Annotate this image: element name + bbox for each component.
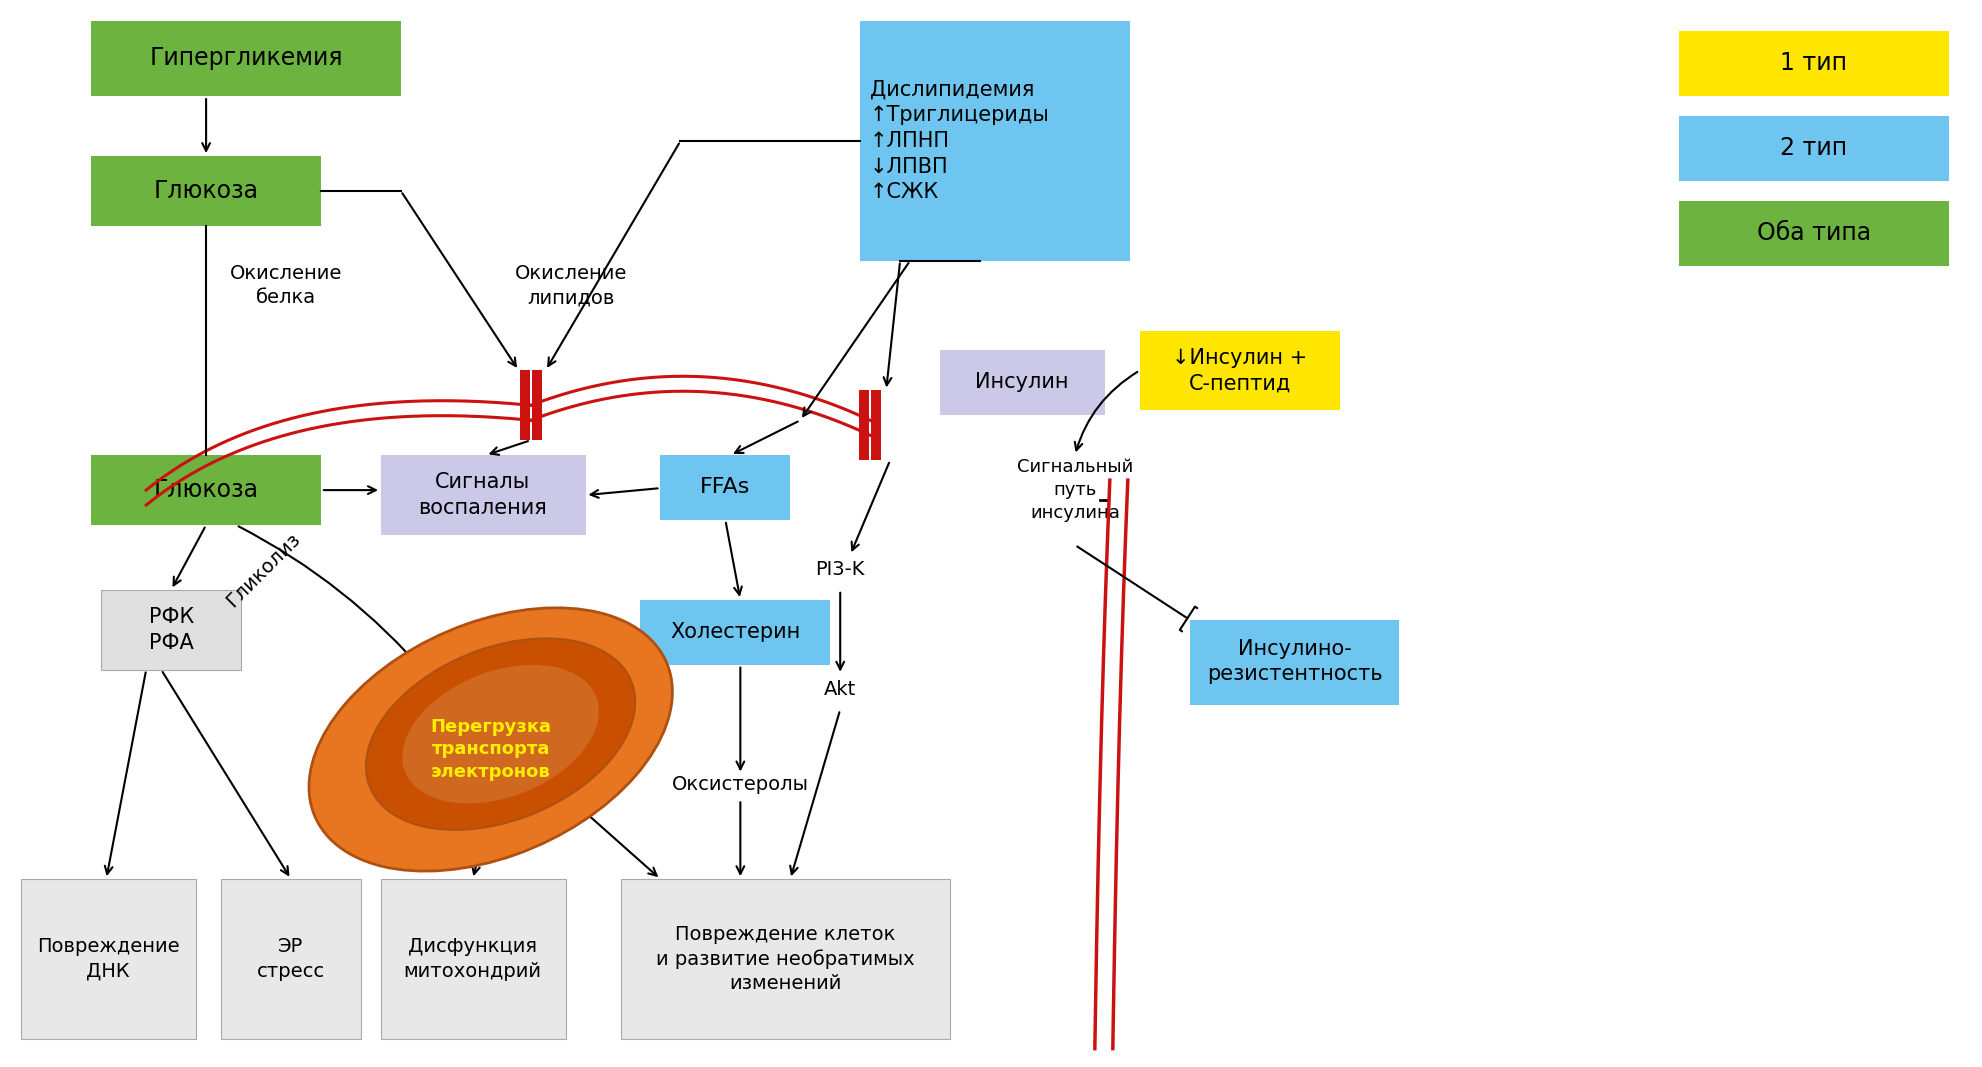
Text: 2 тип: 2 тип — [1780, 136, 1847, 160]
FancyBboxPatch shape — [620, 879, 949, 1038]
Text: Холестерин: Холестерин — [670, 622, 801, 641]
FancyBboxPatch shape — [660, 456, 791, 520]
Text: Сигналы
воспаления: Сигналы воспаления — [418, 473, 547, 517]
Text: ЭР
стресс: ЭР стресс — [258, 937, 325, 981]
Text: Akt: Akt — [825, 680, 856, 699]
Text: Инсулин: Инсулин — [975, 372, 1068, 393]
Text: Перегрузка
транспорта
электронов: Перегрузка транспорта электронов — [430, 717, 551, 781]
FancyBboxPatch shape — [1679, 116, 1948, 181]
FancyBboxPatch shape — [101, 590, 242, 670]
FancyBboxPatch shape — [91, 456, 321, 525]
FancyBboxPatch shape — [640, 600, 830, 665]
Text: FFAs: FFAs — [700, 477, 751, 497]
FancyBboxPatch shape — [860, 21, 1130, 260]
Text: РФК
РФА: РФК РФА — [149, 607, 194, 653]
FancyBboxPatch shape — [91, 21, 400, 96]
Text: Дисфункция
митохондрий: Дисфункция митохондрий — [404, 937, 541, 981]
Text: Сигнальный
путь
инсулина: Сигнальный путь инсулина — [1017, 458, 1134, 522]
FancyBboxPatch shape — [1189, 620, 1399, 704]
FancyBboxPatch shape — [22, 879, 196, 1038]
FancyBboxPatch shape — [91, 156, 321, 226]
Text: Гликолиз: Гликолиз — [222, 529, 303, 610]
FancyBboxPatch shape — [222, 879, 361, 1038]
Ellipse shape — [309, 608, 672, 871]
FancyBboxPatch shape — [1140, 331, 1340, 411]
Text: Окисление
белка: Окисление белка — [230, 264, 343, 307]
Text: Окисление
липидов: Окисление липидов — [515, 264, 626, 307]
FancyBboxPatch shape — [872, 391, 882, 460]
Text: Повреждение клеток
и развитие необратимых
изменений: Повреждение клеток и развитие необратимы… — [656, 925, 914, 993]
Text: Оксистеролы: Оксистеролы — [672, 775, 809, 794]
FancyBboxPatch shape — [858, 391, 870, 460]
Text: PI3-K: PI3-K — [815, 560, 864, 579]
Text: Повреждение
ДНК: Повреждение ДНК — [38, 937, 180, 981]
FancyBboxPatch shape — [1679, 201, 1948, 266]
Text: 1 тип: 1 тип — [1780, 51, 1847, 76]
Text: Инсулино-
резистентность: Инсулино- резистентность — [1207, 639, 1381, 684]
Text: Оба типа: Оба типа — [1756, 221, 1871, 244]
FancyBboxPatch shape — [381, 879, 565, 1038]
Text: Глюкоза: Глюкоза — [153, 478, 258, 503]
FancyBboxPatch shape — [939, 350, 1104, 415]
FancyBboxPatch shape — [519, 370, 529, 441]
Text: Дислипидемия
↑Триглицериды
↑ЛПНП
↓ЛПВП
↑СЖК: Дислипидемия ↑Триглицериды ↑ЛПНП ↓ЛПВП ↑… — [870, 80, 1050, 203]
Ellipse shape — [367, 638, 636, 830]
Ellipse shape — [402, 665, 599, 803]
FancyBboxPatch shape — [381, 456, 585, 535]
FancyBboxPatch shape — [531, 370, 541, 441]
FancyBboxPatch shape — [1679, 31, 1948, 96]
Text: Гипергликемия: Гипергликемия — [149, 46, 343, 70]
Text: ↓Инсулин +
С-пептид: ↓Инсулин + С-пептид — [1171, 348, 1308, 394]
Text: Глюкоза: Глюкоза — [153, 179, 258, 203]
